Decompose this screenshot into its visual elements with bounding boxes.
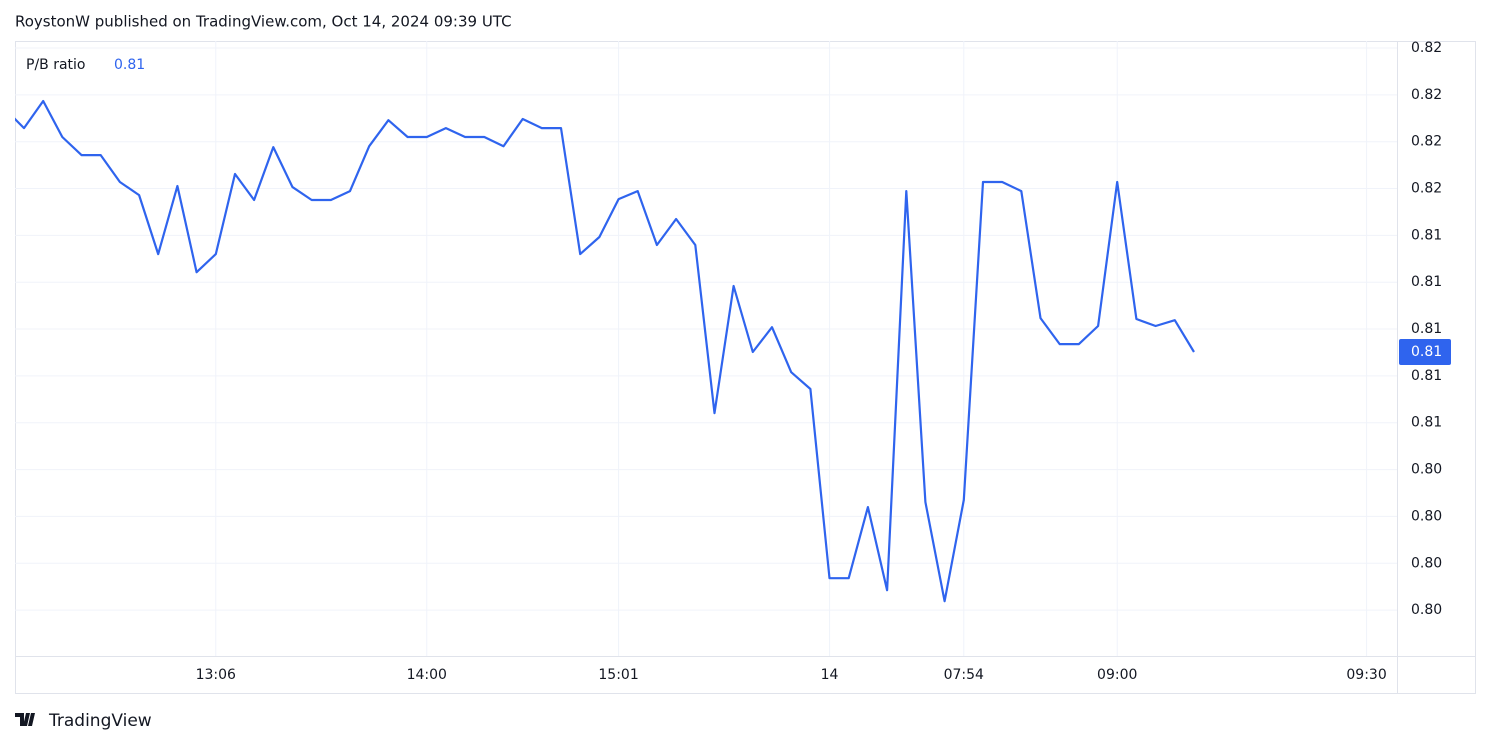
x-tick-label: 15:01 <box>598 667 638 683</box>
legend-name: P/B ratio <box>26 57 86 73</box>
x-tick-label: 14:00 <box>407 667 447 683</box>
grid <box>15 41 1397 656</box>
y-tick-label: 0.81 <box>1411 274 1442 290</box>
x-tick-label: 13:06 <box>196 667 236 683</box>
y-tick-label: 0.82 <box>1411 40 1442 56</box>
y-tick-label: 0.81 <box>1411 321 1442 337</box>
y-tick-label: 0.80 <box>1411 508 1442 524</box>
header: RoystonW published on TradingView.com, O… <box>15 13 512 31</box>
y-tick-label: 0.80 <box>1411 555 1442 571</box>
logo <box>15 713 35 726</box>
x-tick-label: 09:30 <box>1346 667 1386 683</box>
y-tick-label: 0.82 <box>1411 87 1442 103</box>
plot <box>15 99 1195 603</box>
x-tick-label: 07:54 <box>944 667 984 683</box>
y-tick-label: 0.82 <box>1411 181 1442 197</box>
axes: 0.82 0.82 0.82 0.82 0.81 0.81 0.81 0.81 0.81 0.80… <box>196 40 1451 683</box>
y-tick-label: 0.81 <box>1411 368 1442 384</box>
chart-frame <box>15 41 1476 694</box>
y-tick-label: 0.81 <box>1411 227 1442 243</box>
footer-brand: TradingView <box>48 711 152 731</box>
x-tick-label: 14 <box>821 667 839 683</box>
series-line <box>15 99 1195 603</box>
x-tick-label: 09:00 <box>1097 667 1137 683</box>
y-tick-label: 0.80 <box>1411 602 1442 618</box>
y-tick-label: 0.82 <box>1411 134 1442 150</box>
y-tick-label: 0.81 <box>1411 415 1442 431</box>
legend-value: 0.81 <box>114 57 145 73</box>
price-badge-label: 0.81 <box>1411 344 1442 360</box>
y-tick-label: 0.80 <box>1411 462 1442 478</box>
price-badge <box>1399 339 1451 366</box>
